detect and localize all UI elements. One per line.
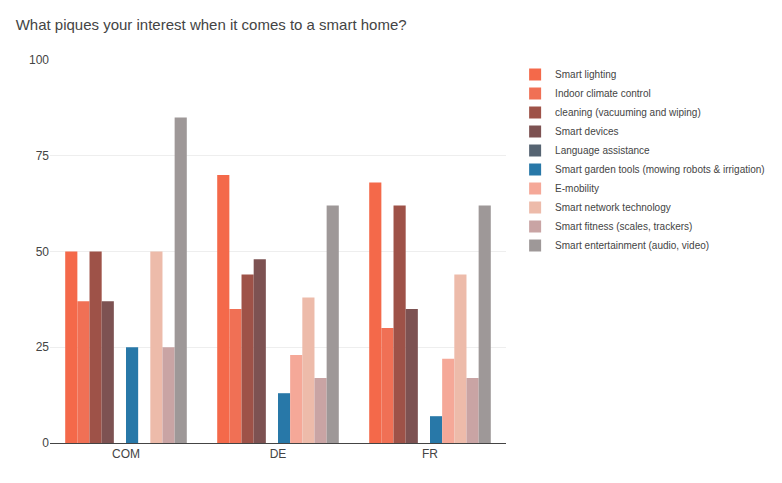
svg-text:Smart lighting: Smart lighting [555,69,616,80]
svg-text:What piques your interest when: What piques your interest when it comes … [16,16,407,33]
svg-text:Smart garden tools (mowing rob: Smart garden tools (mowing robots & irri… [555,164,765,175]
svg-text:Indoor climate control: Indoor climate control [555,88,651,99]
svg-text:Smart network technology: Smart network technology [555,202,671,213]
svg-text:Smart entertainment (audio, vi: Smart entertainment (audio, video) [555,240,709,251]
svg-text:COM: COM [112,447,140,461]
svg-text:100: 100 [29,53,49,67]
svg-text:50: 50 [36,245,50,259]
svg-text:FR: FR [422,447,438,461]
svg-text:Smart fitness (scales, tracker: Smart fitness (scales, trackers) [555,221,692,232]
svg-text:E-mobility: E-mobility [555,183,599,194]
svg-text:DE: DE [270,447,287,461]
svg-text:75: 75 [36,149,50,163]
svg-text:cleaning (vacuuming and wiping: cleaning (vacuuming and wiping) [555,107,701,118]
svg-text:25: 25 [36,340,50,354]
svg-text:Smart devices: Smart devices [555,126,618,137]
svg-text:Language assistance: Language assistance [555,145,650,156]
svg-text:0: 0 [42,436,49,450]
